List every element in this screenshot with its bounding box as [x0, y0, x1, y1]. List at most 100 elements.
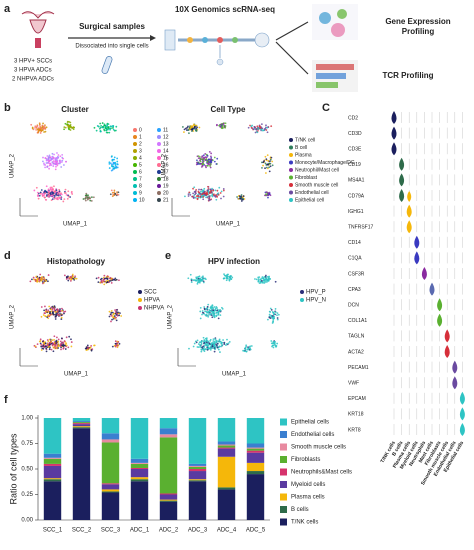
umap-point [51, 192, 54, 195]
bar-segment [159, 494, 178, 500]
umap-point [193, 126, 196, 129]
legend-swatch [157, 142, 161, 146]
umap-point [49, 312, 51, 315]
gene-label: IGHG1 [348, 209, 364, 215]
umap-point [242, 349, 245, 352]
umap-point [69, 279, 72, 282]
umap-point [63, 128, 66, 131]
umap-point [105, 280, 108, 283]
umap-point [204, 156, 207, 159]
legend-swatch [157, 156, 161, 160]
umap-point [70, 338, 72, 341]
umap-point [56, 157, 59, 160]
umap-point [51, 308, 54, 311]
umap-point [238, 195, 241, 198]
umap-point [50, 310, 53, 313]
bar-segment [159, 434, 178, 438]
umap-point [202, 189, 205, 192]
umap-point [60, 314, 63, 317]
umap-point [34, 125, 37, 128]
umap-point [36, 280, 38, 283]
scrnaseq-icon [164, 29, 270, 66]
umap-point [199, 344, 201, 347]
umap-point [43, 309, 46, 312]
legend-label: 4 [139, 155, 142, 161]
umap-point [106, 123, 109, 126]
bar-segment [43, 465, 62, 479]
umap-point [198, 188, 200, 191]
legend-label: 18 [163, 176, 169, 182]
umap-point [114, 342, 117, 345]
chart-title: Cluster [61, 105, 89, 114]
umap-point [195, 124, 198, 127]
y-tick-label: 0.00 [21, 518, 33, 524]
umap-point [201, 156, 203, 159]
umap-point [205, 192, 208, 195]
umap-point [245, 344, 248, 347]
bar-segment [101, 484, 120, 490]
umap-point [43, 343, 46, 346]
umap-point [58, 159, 61, 162]
umap-point [58, 310, 60, 312]
violin [437, 298, 443, 312]
umap-point [41, 193, 44, 195]
umap-point [201, 190, 204, 193]
umap-point [109, 125, 112, 128]
umap-point [218, 340, 221, 343]
bar-segment [43, 481, 62, 520]
umap-point [209, 161, 212, 163]
umap-point [266, 154, 269, 157]
umap-point [117, 312, 120, 315]
umap-point [53, 305, 56, 308]
gene-label: CSF3R [348, 271, 365, 277]
umap-point [205, 156, 208, 159]
x-tick-label: ADC_2 [159, 528, 179, 534]
legend-swatch [280, 418, 287, 426]
umap-point [52, 343, 55, 346]
gene-label: CPA3 [348, 287, 361, 293]
umap-point [263, 276, 266, 278]
umap-point [36, 191, 39, 194]
legend-label: HPV_N [306, 298, 326, 304]
umap-point [204, 343, 207, 345]
umap-point [60, 198, 63, 200]
umap-point [264, 127, 267, 130]
umap-point [84, 199, 87, 202]
umap-point [115, 319, 118, 322]
umap-point [108, 167, 111, 169]
umap-point [242, 198, 244, 201]
umap-point [202, 345, 205, 348]
umap-point [216, 346, 219, 349]
umap-point [57, 347, 60, 349]
umap-point [106, 275, 109, 278]
umap-point [188, 191, 191, 194]
umap-point [60, 193, 63, 196]
umap-point [108, 315, 111, 318]
umap-point [211, 347, 214, 349]
umap-point [95, 277, 98, 280]
umap-point [58, 188, 61, 191]
umap-point [31, 127, 34, 130]
umap-point [247, 346, 249, 349]
umap-point [200, 193, 203, 196]
legend-label: T/NK cell [295, 137, 315, 143]
legend-swatch [157, 163, 161, 167]
umap-point [52, 310, 54, 313]
umap-point [99, 281, 102, 284]
umap-point [42, 122, 44, 125]
legend-label: 13 [163, 141, 169, 147]
umap-point [54, 313, 56, 316]
umap-point [54, 191, 57, 194]
umap-point [113, 344, 116, 347]
umap-point [192, 124, 194, 127]
bar-segment [188, 480, 207, 482]
umap-point [199, 190, 202, 193]
umap-point [108, 162, 111, 165]
umap-point [63, 126, 66, 129]
output-title: TCR Profiling [382, 71, 433, 80]
umap-point [45, 194, 48, 197]
legend-swatch [133, 128, 137, 132]
umap-point [46, 344, 49, 347]
umap-point [215, 343, 218, 346]
umap-point [212, 189, 215, 192]
